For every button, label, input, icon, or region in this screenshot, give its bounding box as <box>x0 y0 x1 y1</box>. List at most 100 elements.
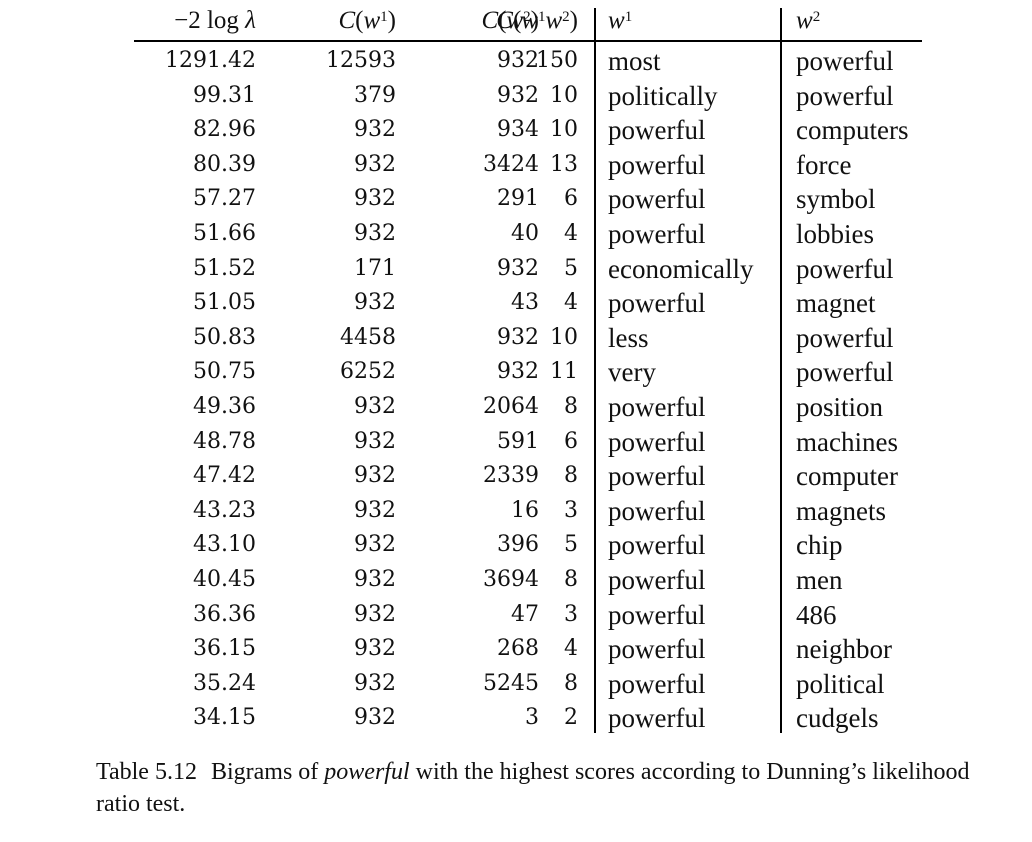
w2-cell: powerful <box>796 253 894 284</box>
count-w2-cell: 932 <box>497 359 539 385</box>
score-cell: 34.15 <box>193 705 256 731</box>
count-w2-cell: 396 <box>497 532 539 558</box>
w1-cell: powerful <box>608 703 706 734</box>
count-w2-cell: 591 <box>497 428 539 454</box>
count-w1-cell: 932 <box>354 567 396 592</box>
count-w1-cell: 932 <box>354 705 396 731</box>
count-w1w2-cell: 150 <box>536 48 578 73</box>
w2-cell: computer <box>796 461 898 492</box>
score-cell: 50.83 <box>193 324 256 350</box>
header-score: −2 log λ <box>174 7 256 34</box>
count-w2-cell: 40 <box>511 221 539 246</box>
w2-cell: neighbor <box>796 634 892 665</box>
w2-cell: chip <box>796 530 843 561</box>
w1-cell: powerful <box>608 149 706 180</box>
count-w1-cell: 932 <box>354 601 396 627</box>
header-rule <box>134 40 922 42</box>
score-cell: 36.15 <box>193 636 256 662</box>
count-w1-cell: 932 <box>354 186 396 212</box>
w1-cell: most <box>608 46 661 76</box>
count-w1w2-cell: 8 <box>564 670 578 696</box>
score-cell: 51.52 <box>193 255 256 281</box>
w1-cell: powerful <box>608 219 706 249</box>
caption-text-after: with the highest scores according to Dun… <box>96 759 970 817</box>
w1-cell: politically <box>608 80 718 111</box>
w2-cell: magnet <box>796 288 876 319</box>
score-cell: 51.66 <box>193 221 256 246</box>
count-w2-cell: 47 <box>511 601 539 627</box>
count-w1w2-cell: 6 <box>564 428 578 454</box>
count-w1-cell: 932 <box>354 428 396 454</box>
count-w1w2-cell: 5 <box>564 255 578 281</box>
score-cell: 1291.42 <box>165 48 256 73</box>
w1-cell: powerful <box>608 495 706 526</box>
count-w1w2-cell: 10 <box>550 324 578 350</box>
w2-cell: cudgels <box>796 703 879 734</box>
count-w2-cell: 932 <box>497 82 539 108</box>
w1-cell: powerful <box>608 288 706 319</box>
count-w1-cell: 932 <box>354 290 396 316</box>
header-w2: w2 <box>796 7 821 34</box>
count-w1w2-cell: 8 <box>564 394 578 419</box>
count-w2-cell: 3 <box>525 705 539 731</box>
w2-cell: magnets <box>796 495 886 526</box>
w1-cell: less <box>608 322 649 353</box>
score-cell: 82.96 <box>193 117 256 143</box>
count-w1-cell: 932 <box>354 151 396 177</box>
count-w2-cell: 5245 <box>483 670 539 696</box>
w2-cell: force <box>796 149 852 180</box>
count-w2-cell: 3424 <box>483 151 539 177</box>
caption-label: Table 5.12 <box>96 759 197 785</box>
count-w1w2-cell: 8 <box>564 567 578 592</box>
w1-cell: powerful <box>608 599 706 630</box>
count-w2-cell: 3694 <box>483 567 539 592</box>
count-w1w2-cell: 11 <box>550 359 578 385</box>
count-w1-cell: 932 <box>354 394 396 419</box>
w1-cell: very <box>608 357 656 388</box>
count-w1w2-cell: 10 <box>550 117 578 143</box>
caption-emphasis: powerful <box>324 759 410 785</box>
count-w1w2-cell: 2 <box>564 705 578 731</box>
count-w2-cell: 2339 <box>483 463 539 489</box>
count-w1w2-cell: 8 <box>564 463 578 489</box>
count-w1-cell: 932 <box>354 670 396 696</box>
score-cell: 36.36 <box>193 601 256 627</box>
w2-cell: powerful <box>796 322 894 353</box>
w2-cell: powerful <box>796 80 894 111</box>
header-count-w2: C(w2) <box>481 7 539 34</box>
w1-cell: powerful <box>608 634 706 665</box>
count-w1-cell: 932 <box>354 221 396 246</box>
count-w2-cell: 43 <box>511 290 539 316</box>
w1-cell: powerful <box>608 530 706 561</box>
w1-cell: powerful <box>608 392 706 422</box>
score-cell: 43.10 <box>193 532 256 558</box>
w1-cell: economically <box>608 253 754 284</box>
count-w1-cell: 932 <box>354 117 396 143</box>
count-w1w2-cell: 4 <box>564 290 578 316</box>
score-cell: 50.75 <box>193 359 256 385</box>
w2-cell: position <box>796 392 884 422</box>
score-cell: 35.24 <box>193 670 256 696</box>
score-cell: 48.78 <box>193 428 256 454</box>
count-w2-cell: 934 <box>497 117 539 143</box>
table-caption: Table 5.12 Bigrams of powerful with the h… <box>96 756 986 820</box>
count-w1w2-cell: 10 <box>550 82 578 108</box>
count-w2-cell: 2064 <box>483 394 539 419</box>
header-count-w1: C(w1) <box>338 7 396 34</box>
score-cell: 43.23 <box>193 497 256 523</box>
count-w1-cell: 171 <box>354 255 396 281</box>
count-w1w2-cell: 6 <box>564 186 578 212</box>
count-w1w2-cell: 5 <box>564 532 578 558</box>
w2-cell: political <box>796 668 885 699</box>
count-w2-cell: 268 <box>497 636 539 662</box>
count-w2-cell: 291 <box>497 186 539 212</box>
w1-cell: powerful <box>608 115 706 146</box>
count-w1w2-cell: 4 <box>564 636 578 662</box>
score-cell: 47.42 <box>193 463 256 489</box>
w2-cell: 486 <box>796 599 837 630</box>
count-w2-cell: 16 <box>511 497 539 523</box>
count-w1-cell: 932 <box>354 532 396 558</box>
w2-cell: machines <box>796 426 898 457</box>
count-w2-cell: 932 <box>497 48 539 73</box>
score-cell: 51.05 <box>193 290 256 316</box>
